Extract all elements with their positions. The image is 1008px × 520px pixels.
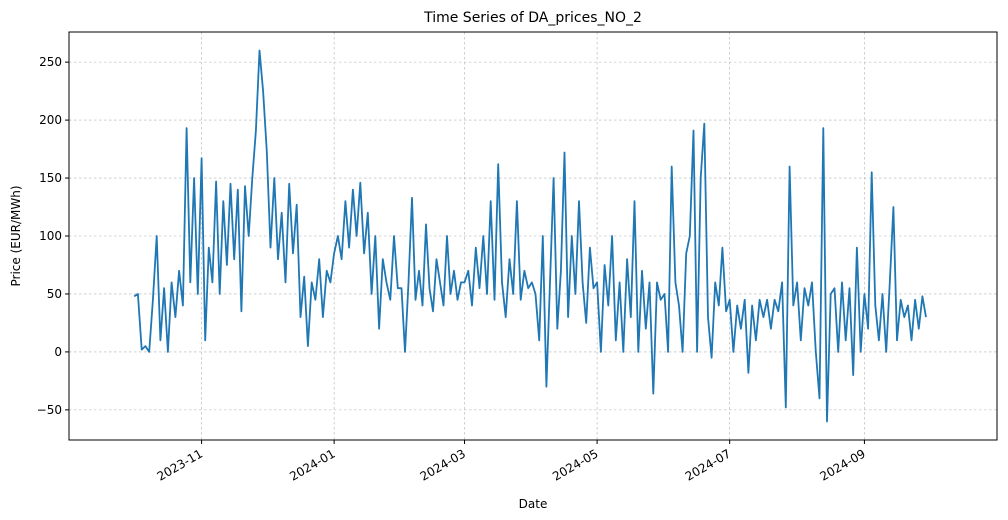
x-tick-label: 2024-05 [550,446,600,483]
x-tick-label: 2024-07 [683,446,733,483]
chart-title: Time Series of DA_prices_NO_2 [423,10,642,26]
y-tick-label: 200 [39,113,62,127]
x-tick-label: 2024-09 [818,446,868,483]
y-tick-label: −50 [37,403,62,417]
x-axis-label: Date [519,497,548,511]
y-tick-label: 100 [39,229,62,243]
y-tick-label: 50 [47,287,62,301]
y-axis-label: Price (EUR/MWh) [9,185,23,286]
price-line [133,49,927,423]
y-tick-label: 250 [39,55,62,69]
x-tick-label: 2024-03 [418,446,468,483]
x-tick-label: 2024-01 [287,446,337,483]
y-tick-label: 150 [39,171,62,185]
y-tick-label: 0 [54,345,62,359]
plot-frame [68,31,998,441]
x-tick-label: 2023-11 [155,446,205,483]
